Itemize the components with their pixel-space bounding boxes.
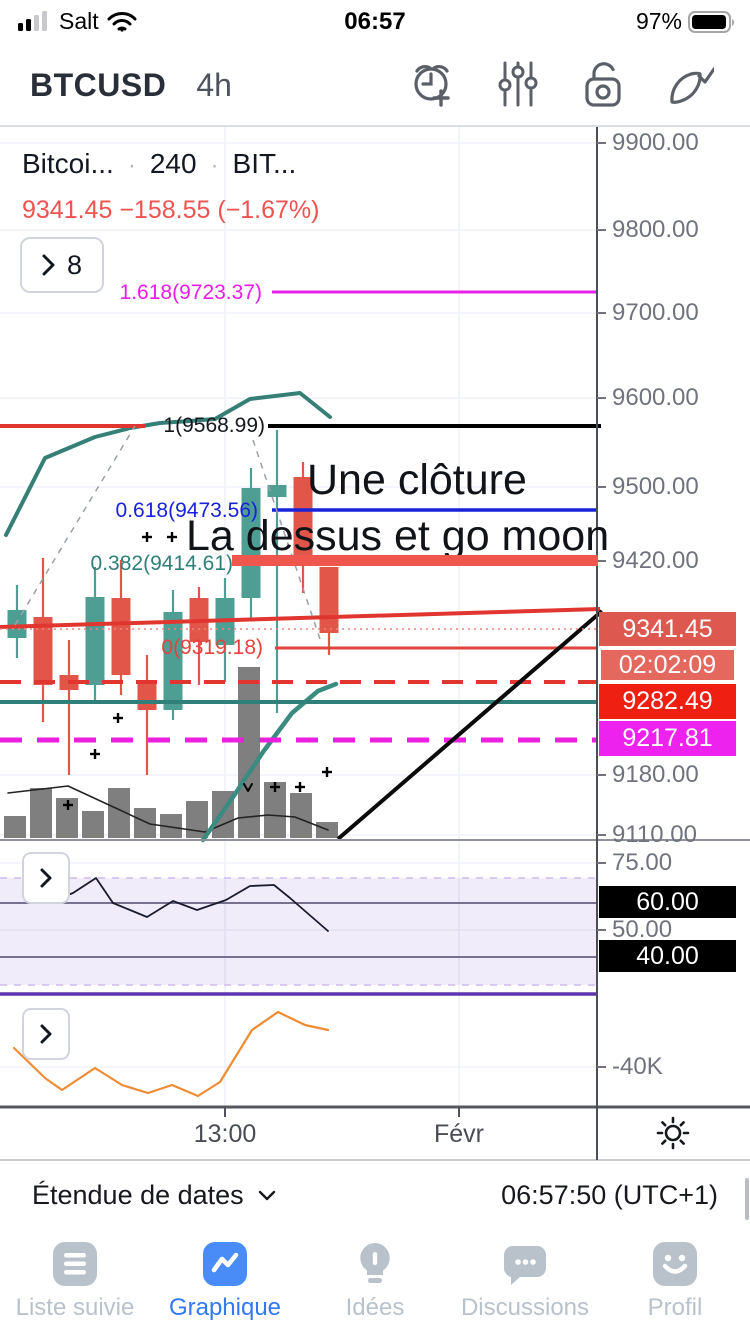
legend-exchange: BIT... bbox=[232, 148, 297, 179]
price-axis-badge: 60.00 bbox=[599, 886, 736, 918]
legend-separator: · bbox=[127, 152, 136, 179]
battery-percent: 97% bbox=[635, 8, 682, 34]
price-axis-badge: 02:02:09 bbox=[599, 648, 736, 682]
lower-pane-expand-button[interactable] bbox=[22, 1008, 70, 1060]
chevron-right-icon bbox=[42, 254, 55, 276]
fib-level-label: 0(9319.18) bbox=[161, 636, 263, 659]
theme-toggle-button[interactable] bbox=[654, 1114, 692, 1152]
legend-interval: 240 bbox=[149, 148, 197, 179]
watchlist-icon bbox=[53, 1242, 97, 1286]
fib-level-label: 0.618(9473.56) bbox=[115, 499, 258, 522]
price-axis-label: 50.00 bbox=[612, 916, 673, 943]
price-axis-label: 9700.00 bbox=[612, 299, 699, 326]
chevron-right-icon bbox=[40, 868, 52, 888]
objects-count: 8 bbox=[66, 249, 83, 280]
tab-chart[interactable]: Graphique bbox=[150, 1240, 300, 1334]
date-range-label: Étendue de dates bbox=[32, 1180, 244, 1210]
indicators-sliders-icon[interactable] bbox=[496, 58, 540, 110]
price-axis-label: 9420.00 bbox=[612, 547, 699, 574]
thick-red-level-line[interactable] bbox=[232, 555, 598, 566]
price-axis-badge: 9341.45 bbox=[599, 612, 736, 646]
chart-legend[interactable]: Bitcoi... · 240 · BIT... bbox=[22, 148, 296, 180]
tab-watchlist[interactable]: Liste suivie bbox=[0, 1240, 150, 1334]
alert-plus-icon[interactable] bbox=[408, 58, 456, 110]
battery-icon bbox=[688, 10, 735, 33]
status-bar: Salt 06:57 97% bbox=[0, 0, 750, 44]
carrier-label: Salt bbox=[59, 8, 99, 34]
price-axis-label: 75.00 bbox=[612, 849, 673, 876]
price-axis-label: 9500.00 bbox=[612, 473, 699, 500]
drawing-check-icon[interactable] bbox=[666, 58, 714, 110]
chevron-down-icon bbox=[258, 1190, 275, 1201]
chat-bubble-icon bbox=[503, 1246, 546, 1285]
price-axis-badge: 40.00 bbox=[599, 940, 736, 972]
tab-label: Graphique bbox=[168, 1294, 282, 1321]
legend-separator2: · bbox=[210, 152, 219, 179]
wifi-icon bbox=[107, 11, 137, 32]
rsi-pane-expand-button[interactable] bbox=[22, 852, 70, 904]
price-axis-label: 9900.00 bbox=[612, 129, 699, 156]
tab-discussions[interactable]: Discussions bbox=[450, 1240, 600, 1334]
cellular-signal-icon bbox=[18, 10, 47, 31]
chart-text-annotation[interactable]: La dessus et go moon bbox=[186, 512, 610, 560]
status-time: 06:57 bbox=[344, 8, 406, 35]
fib-level-label: 0.382(9414.61) bbox=[90, 552, 233, 575]
objects-collapse-button[interactable]: 8 bbox=[20, 237, 104, 293]
profile-smiley-icon bbox=[653, 1242, 697, 1286]
price-change-readout: 9341.45 −158.55 (−1.67%) bbox=[22, 196, 320, 224]
legend-symbol: Bitcoi... bbox=[22, 148, 114, 179]
footer-toolbar: Étendue de dates 06:57:50 (UTC+1) bbox=[0, 1162, 750, 1232]
date-range-selector[interactable]: Étendue de dates bbox=[32, 1180, 276, 1211]
price-axis-label: -40K bbox=[612, 1053, 663, 1080]
chart-icon bbox=[203, 1242, 247, 1286]
price-axis-label: 9180.00 bbox=[612, 761, 699, 788]
tab-ideas[interactable]: Idées bbox=[300, 1240, 450, 1334]
price-axis-label: 9600.00 bbox=[612, 384, 699, 411]
time-axis-label: Févr bbox=[434, 1120, 484, 1148]
tab-label: Idées bbox=[345, 1294, 405, 1321]
tab-label: Liste suivie bbox=[15, 1294, 135, 1321]
tab-label: Profil bbox=[647, 1294, 703, 1321]
price-axis-badge: 9282.49 bbox=[599, 684, 736, 719]
price-axis-label: 9110.00 bbox=[612, 821, 697, 848]
chart-text-annotation[interactable]: Une clôture bbox=[307, 456, 527, 504]
time-axis-label: 13:00 bbox=[193, 1120, 257, 1148]
fib-level-label: 1(9568.99) bbox=[163, 414, 265, 437]
interval-selector[interactable]: 4h bbox=[196, 66, 232, 103]
sun-icon bbox=[656, 1116, 690, 1150]
chevron-right-icon bbox=[40, 1024, 52, 1044]
tab-label: Discussions bbox=[460, 1294, 590, 1321]
tab-profile[interactable]: Profil bbox=[600, 1240, 750, 1334]
symbol-title[interactable]: BTCUSD bbox=[30, 66, 167, 103]
session-clock: 06:57:50 (UTC+1) bbox=[501, 1180, 718, 1210]
scroll-indicator bbox=[745, 1178, 749, 1220]
chart-header: BTCUSD 4h bbox=[0, 44, 750, 126]
price-axis-badge: 9217.81 bbox=[599, 721, 736, 756]
fib-level-label: 1.618(9723.37) bbox=[119, 281, 262, 304]
unlock-icon[interactable] bbox=[580, 58, 626, 110]
lightbulb-icon bbox=[360, 1243, 390, 1283]
bottom-tab-bar: Liste suivie Graphique Idées Discussions bbox=[0, 1240, 750, 1334]
price-axis-label: 9800.00 bbox=[612, 216, 699, 243]
